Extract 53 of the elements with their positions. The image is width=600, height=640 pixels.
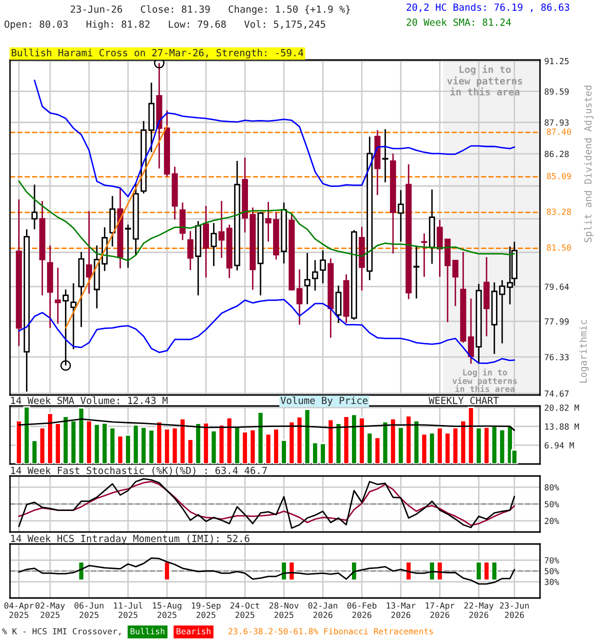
band-label: Log in to view patterns in this area: [447, 65, 522, 96]
y-axis-title: Split and Dividend Adjusted: [584, 86, 594, 242]
y-tick-label: 87.93: [544, 119, 569, 126]
x-tick-label: 22-May 2026: [464, 602, 494, 618]
y-tick-label: 20.82 M: [544, 404, 579, 411]
y-tick-label: 50%: [544, 568, 560, 574]
y-tick-label: 86.28: [544, 150, 569, 158]
x-tick-label: 06-Jun 2025: [74, 602, 104, 618]
annotation: Log in to view patterns in this area: [452, 368, 517, 392]
y-tick-label: 76.33: [544, 354, 569, 360]
y-tick-label: 70%: [544, 557, 560, 564]
x-tick-label: 28-Nov 2025: [269, 602, 299, 618]
x-tick-label: 02-Jan 2026: [308, 602, 338, 618]
chart-title: 14 Week HCS Intraday Momentum (IMI): 52.6: [11, 534, 250, 544]
x-tick-label: 24-Oct 2025: [230, 602, 260, 618]
y-tick-label: 30%: [544, 578, 560, 586]
x-tick-label: 15-Aug 2025: [152, 602, 182, 618]
text: 20,2 HC Bands: 76.19 , 86.63: [406, 3, 570, 12]
chart-title: 14 Week Fast Stochastic (%K)(%D) : 63.4 46.7: [11, 466, 267, 476]
text: Logarithmic: [579, 320, 589, 383]
x-tick-label: 23-Jun 2026: [500, 602, 529, 618]
ref-line-label: 85.09: [546, 172, 571, 180]
x-tick-label: 02-May 2025: [36, 602, 65, 618]
text: Open: 80.03 High: 81.82 Low: 79.68 Vol: 5,175,245: [4, 20, 326, 30]
text: 23.6-38.2-50-61.8% Fibonacci Retracements: [228, 628, 433, 634]
text: Bullish: [130, 628, 164, 634]
y-tick-label: 6.94 M: [544, 442, 574, 448]
x-tick-label: 19-Sep 2025: [192, 602, 221, 618]
y-tick-label: 20%: [544, 518, 560, 524]
x-tick-label: 06-Feb 2026: [347, 602, 376, 618]
ref-line-label: 83.28: [546, 208, 571, 215]
y-tick-label: 13.88 M: [545, 423, 579, 430]
y-tick-label: 80%: [544, 484, 560, 491]
ref-line-label: 87.40: [546, 128, 571, 135]
x-tick-label: 11-Jul 2025: [114, 602, 142, 618]
ref-line-label: 81.50: [546, 244, 571, 251]
x-tick-label: 04-Apr 2025: [4, 602, 34, 618]
y-tick-label: 74.67: [544, 390, 569, 397]
chart-title: 14 Week SMA Volume: 12.43 M: [11, 396, 168, 404]
annotation: Volume By Price: [280, 396, 368, 406]
x-tick-label: 13-Mar 2026: [386, 602, 416, 618]
x-tick-label: 17-Apr 2026: [426, 602, 455, 618]
chart-title: Bullish Harami Cross on 27-Mar-26, Strength: -59.4: [12, 48, 304, 58]
y-tick-label: 79.64: [544, 284, 569, 290]
y-tick-label: 89.59: [544, 88, 569, 95]
y-tick-label: 91.25: [544, 58, 569, 64]
text: % K - HCS IMI Crossover,: [2, 628, 120, 636]
y-tick-label: 77.99: [544, 318, 569, 325]
text: Bearish: [176, 628, 210, 634]
y-tick-label: 50%: [544, 501, 560, 508]
text: 20 Week SMA: 81.24: [406, 18, 511, 26]
text: 23-Jun-26 Close: 81.39 Change: 1.50 {+1.9 %}: [70, 5, 350, 15]
text: WEEKLY CHART: [428, 396, 499, 404]
